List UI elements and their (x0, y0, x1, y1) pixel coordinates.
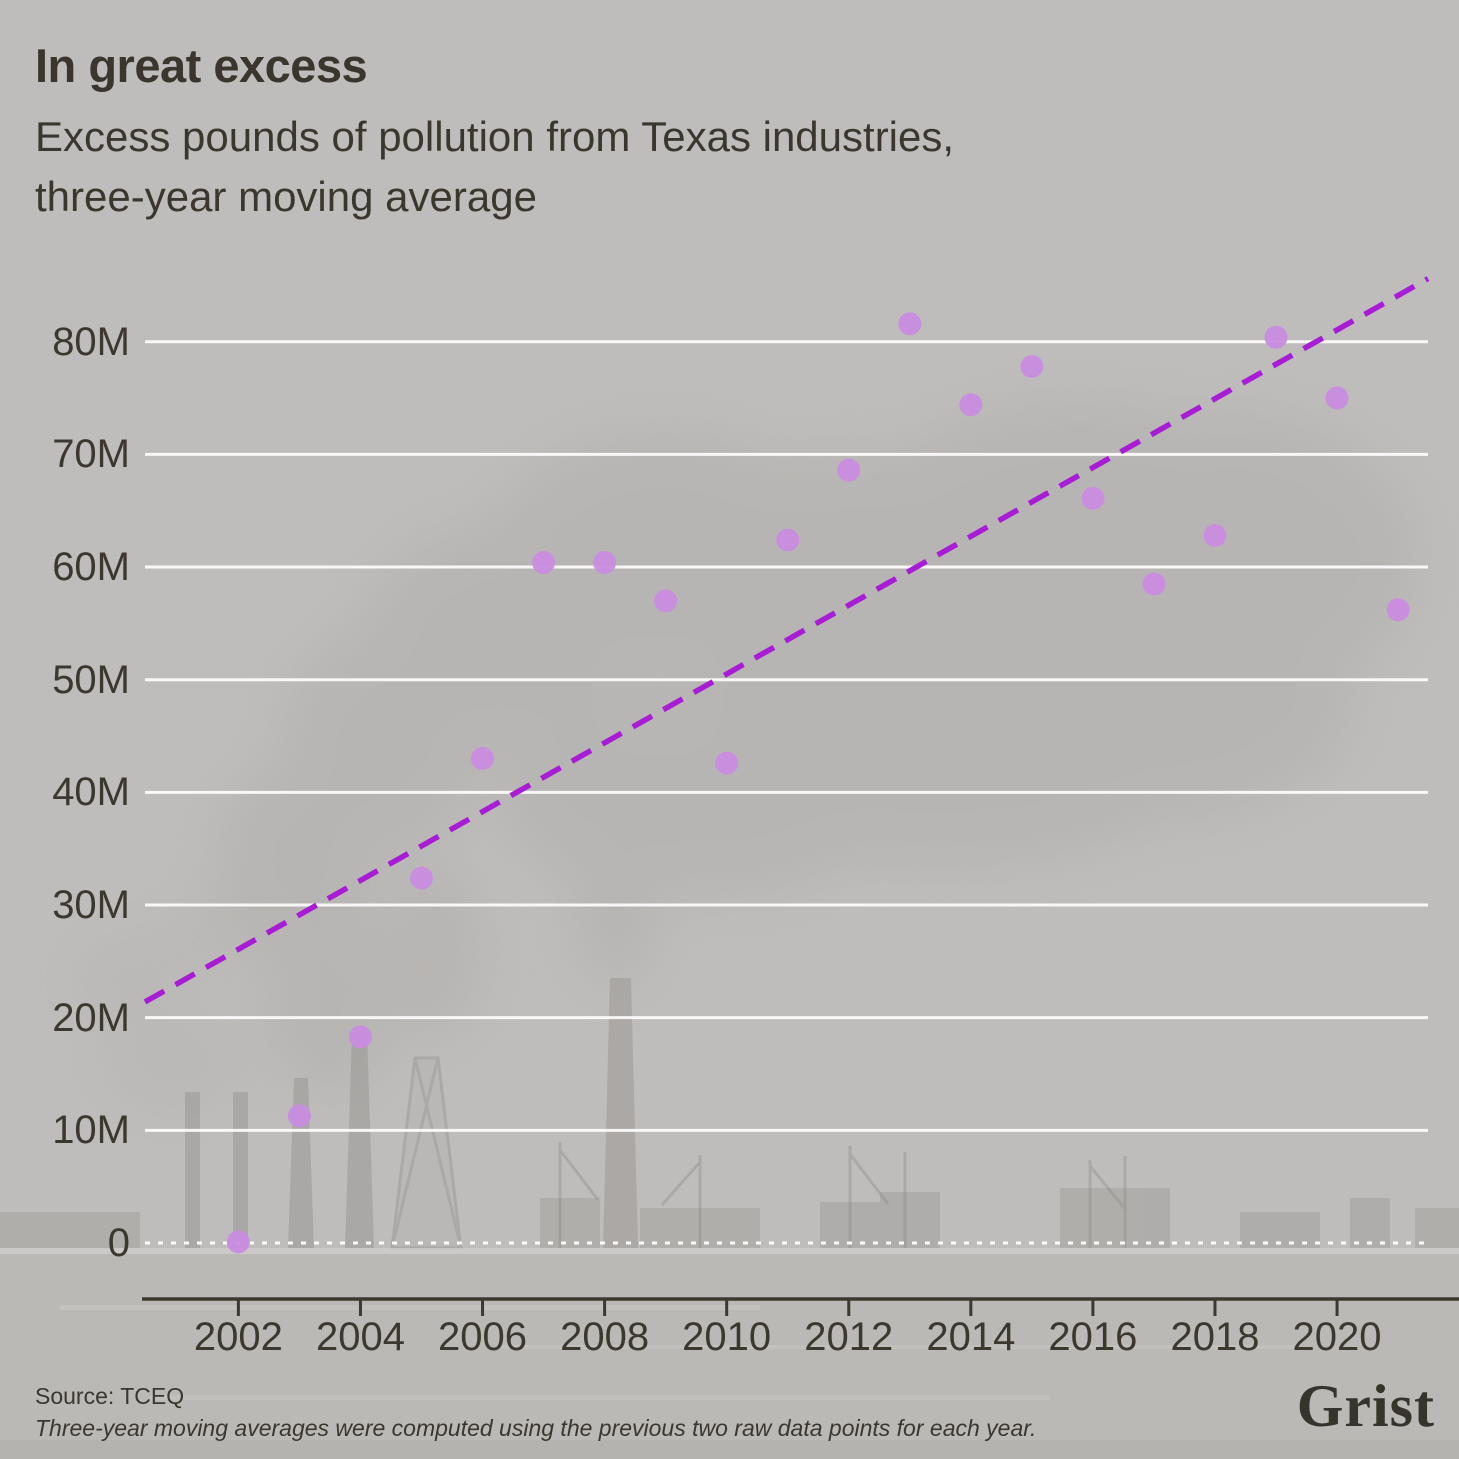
data-point-2007 (532, 551, 556, 575)
data-point-2020 (1325, 386, 1349, 410)
data-point-2012 (837, 458, 861, 482)
grist-logo: Grist (1296, 1373, 1435, 1439)
y-axis-tick-label-40M: 40M (52, 770, 130, 815)
x-axis-tick-label-2014: 2014 (926, 1315, 1016, 1359)
y-axis-tick-label-70M: 70M (52, 432, 130, 477)
data-point-2005 (409, 866, 433, 890)
crane-silhouettes (558, 1142, 1128, 1248)
x-axis-tick-label-2010: 2010 (682, 1315, 772, 1359)
y-axis-tick-label-0: 0 (107, 1221, 130, 1265)
x-axis-tick-label-2012: 2012 (804, 1315, 894, 1359)
y-axis-tick-label-30M: 30M (52, 883, 130, 928)
data-point-2004 (348, 1025, 372, 1049)
chart-header: In great excess Excess pounds of polluti… (35, 38, 954, 227)
data-point-2021 (1386, 598, 1410, 622)
smoke-cloud (215, 400, 1420, 1095)
x-axis-tick-label-2008: 2008 (560, 1315, 650, 1359)
data-point-2013 (898, 312, 922, 336)
footnote-text: Three-year moving averages were computed… (35, 1415, 1037, 1441)
x-axis-tick-label-2020: 2020 (1292, 1315, 1382, 1359)
y-axis-tick-label-10M: 10M (52, 1108, 130, 1153)
data-point-2017 (1142, 572, 1166, 596)
data-point-2008 (593, 551, 617, 575)
x-axis-tick-label-2006: 2006 (438, 1315, 528, 1359)
x-axis-tick-label-2002: 2002 (193, 1315, 283, 1359)
data-point-2014 (959, 393, 983, 417)
chart-subtitle-line2: three-year moving average (35, 173, 537, 220)
x-axis-tick-label-2016: 2016 (1048, 1315, 1138, 1359)
data-point-2010 (715, 751, 739, 775)
source-text: Source: TCEQ (35, 1383, 185, 1409)
data-point-2016 (1081, 486, 1105, 510)
data-point-2015 (1020, 355, 1044, 379)
y-axis-tick-label-60M: 60M (52, 545, 130, 590)
data-point-2019 (1264, 325, 1288, 349)
data-point-2011 (776, 528, 800, 552)
chart-subtitle-line1: Excess pounds of pollution from Texas in… (35, 113, 955, 160)
data-point-2002 (226, 1230, 250, 1254)
y-axis-tick-label-80M: 80M (52, 319, 130, 364)
chart-title: In great excess (35, 39, 368, 92)
y-axis-tick-label-20M: 20M (52, 995, 130, 1040)
smoke-puffs (70, 893, 270, 1115)
y-axis-tick-label-50M: 50M (52, 657, 130, 702)
data-point-2018 (1203, 523, 1227, 547)
data-point-2003 (287, 1104, 311, 1128)
data-point-2006 (471, 747, 495, 771)
trend-line-dashed (143, 276, 1430, 1005)
data-point-2009 (654, 589, 678, 613)
x-axis-tick-label-2018: 2018 (1170, 1315, 1260, 1359)
water (0, 1248, 1459, 1459)
chart-subtitle: Excess pounds of pollution from Texas in… (35, 107, 954, 227)
x-axis-tick-label-2004: 2004 (315, 1315, 405, 1359)
